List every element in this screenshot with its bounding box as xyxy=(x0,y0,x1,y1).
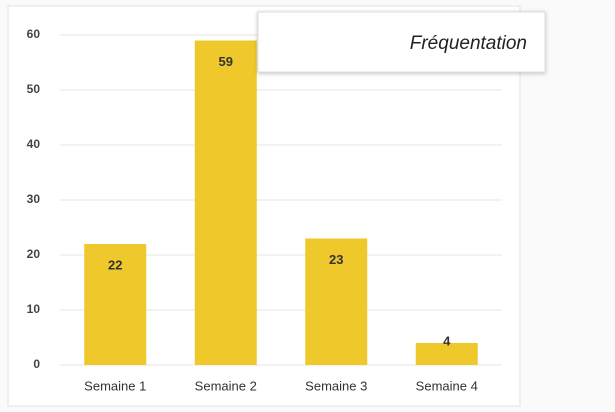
x-tick-label: Semaine 4 xyxy=(416,378,478,393)
data-label: 23 xyxy=(329,252,343,267)
data-label: 22 xyxy=(108,257,122,272)
x-tick-label: Semaine 1 xyxy=(84,378,146,393)
title-box xyxy=(257,11,546,73)
chart-title: Fréquentation xyxy=(410,33,527,54)
y-tick-label: 50 xyxy=(27,82,41,96)
x-tick-label: Semaine 3 xyxy=(305,378,367,393)
y-tick-label: 10 xyxy=(27,302,41,316)
y-tick-label: 0 xyxy=(33,357,40,371)
data-label: 59 xyxy=(219,54,233,69)
y-tick-label: 30 xyxy=(27,192,41,206)
bar xyxy=(84,244,147,365)
y-tick-label: 20 xyxy=(27,247,41,261)
x-tick-label: Semaine 2 xyxy=(195,378,257,393)
bar xyxy=(415,343,478,365)
y-tick-label: 60 xyxy=(27,27,41,41)
y-tick-label: 40 xyxy=(27,137,41,151)
bar xyxy=(194,40,257,365)
bar xyxy=(305,238,368,365)
data-label: 4 xyxy=(443,333,451,348)
